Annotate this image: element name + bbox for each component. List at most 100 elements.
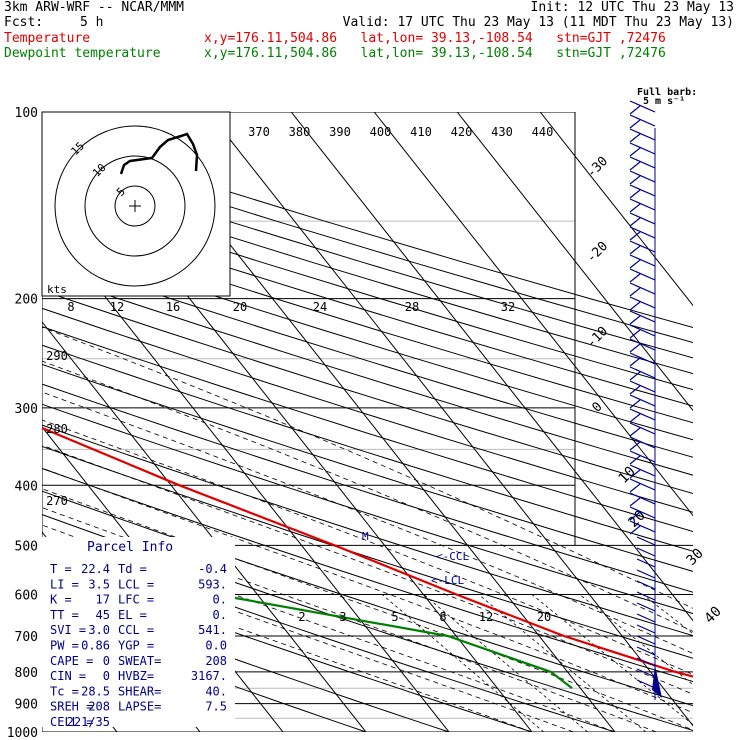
wind-barb (629, 338, 656, 351)
isotherm-line (290, 112, 693, 622)
isotherm-line (373, 112, 693, 517)
parcel-info-value: 208 (205, 654, 227, 668)
wind-barb (629, 226, 656, 239)
mixing-ratio-line (423, 594, 588, 732)
parcel-info-value: 40. (205, 684, 227, 698)
wind-barb (629, 100, 656, 113)
surface-wind-flag (652, 665, 662, 698)
hodograph-speed-label: 20 (233, 300, 247, 314)
parcel-info-value: 0 (103, 669, 110, 683)
wind-barb (629, 492, 656, 505)
wind-barb-flag (629, 273, 641, 283)
moist-adiabat (42, 467, 693, 714)
theta-label: 430 (491, 125, 513, 139)
wind-barb-flag (629, 301, 641, 311)
dry-adiabat (42, 403, 693, 615)
wind-barb (636, 668, 656, 678)
pressure-tick-label: 800 (15, 666, 38, 681)
parcel-info-label: HVBZ= (118, 669, 154, 683)
wind-barb (636, 613, 656, 623)
wind-barb-flag (629, 315, 641, 325)
parcel-info-label: EL = (118, 608, 147, 622)
dry-adiabat (42, 222, 693, 424)
dry-adiabat (42, 363, 693, 572)
wind-barb (629, 464, 656, 477)
wind-barb-flag (629, 203, 641, 213)
mixing-ratio-line (531, 594, 693, 726)
wind-barb-flag (629, 511, 641, 521)
dewpoint-location: x,y=176.11,504.86 lat,lon= 39.13,-108.54… (204, 46, 666, 61)
mixing-ratio-label: 12 (479, 610, 493, 624)
wind-barb (629, 436, 656, 449)
wind-barb-flag (629, 259, 641, 269)
wind-barb (636, 624, 656, 634)
hodograph-speed-label: 16 (166, 300, 180, 314)
theta-label: 410 (410, 125, 432, 139)
parcel-info-label: K = (50, 593, 72, 607)
wind-barb-flag (629, 371, 641, 381)
wind-barb (629, 170, 656, 183)
parcel-info-label: CAPE = (50, 654, 93, 668)
parcel-info-value: 3.0 (88, 623, 110, 637)
temperature-legend-label: Temperature (4, 31, 91, 46)
parcel-info-table: Parcel Info T = 22.4 Td = -0.4 LI = 3.5 LCL = 59… (42, 537, 235, 729)
parcel-info-label: LI = (50, 577, 79, 591)
dry-adiabat (42, 206, 693, 407)
isotherm-line (539, 112, 693, 307)
dry-adiabat (42, 307, 693, 513)
dry-adiabat (42, 191, 693, 391)
m-marker: M (362, 530, 369, 543)
forecast-hour: 5 h (80, 15, 104, 30)
parcel-info-label: SVI = (50, 623, 86, 637)
theta-label: 290 (46, 349, 68, 363)
hodograph-trace (119, 132, 199, 175)
wind-barb-flag (629, 497, 641, 507)
wind-barb-flag (629, 133, 641, 143)
isotherm-line (0, 112, 44, 740)
pressure-tick-label: 700 (15, 630, 38, 645)
dry-adiabat (42, 344, 693, 552)
parcel-info-label: PW = (50, 639, 79, 653)
wind-barb-flag (629, 413, 641, 423)
hodograph-speed-label: 8 (67, 300, 74, 314)
hodograph-speed-label: 12 (110, 300, 124, 314)
dry-adiabat (42, 272, 693, 476)
wind-barb-flag (629, 483, 641, 493)
dry-adiabat (42, 445, 693, 659)
parcel-info-value: 3.5 (88, 577, 110, 591)
hodograph-ring (114, 185, 156, 227)
parcel-info-value: 0 (103, 654, 110, 668)
parcel-info-value: 45 (96, 608, 110, 622)
dry-adiabat (42, 615, 368, 732)
init-time: Init: 12 UTC Thu 23 May 13 (530, 0, 735, 15)
moist-adiabat (42, 419, 693, 675)
wind-barb (629, 156, 656, 169)
dry-adiabat (42, 467, 693, 683)
temperature-trace (42, 426, 693, 678)
hodograph-speed-label: 24 (313, 300, 327, 314)
isotherm-line (207, 112, 693, 727)
moist-adiabat (42, 391, 693, 654)
parcel-info-label: LAPSE= (118, 700, 161, 714)
temperature-location: x,y=176.11,504.86 lat,lon= 39.13,-108.54… (204, 31, 666, 46)
pressure-tick-label: 200 (15, 293, 38, 308)
pressure-tick-label: 900 (15, 698, 38, 713)
parcel-info-label: Tc = (50, 684, 79, 698)
ccl-marker: <-CCL (436, 550, 469, 563)
wind-barb (629, 184, 656, 197)
wind-barb-flag (629, 217, 641, 227)
wind-barb (636, 679, 656, 689)
moist-adiabat (42, 524, 616, 732)
parcel-info-label: CCL = (118, 623, 154, 637)
wind-barb (629, 352, 656, 365)
wind-barb (636, 635, 656, 645)
mixing-ratio-label: 8 (439, 610, 446, 624)
isotherm-line (456, 112, 693, 412)
theta-label: 400 (370, 125, 392, 139)
valid-time: Valid: 17 UTC Thu 23 May 13 (11 MDT Thu … (342, 15, 734, 30)
wind-barb (629, 310, 656, 323)
wind-barb (636, 558, 656, 568)
hodograph-speed-label: 28 (405, 300, 419, 314)
parcel-info-value: 0. (213, 608, 227, 622)
